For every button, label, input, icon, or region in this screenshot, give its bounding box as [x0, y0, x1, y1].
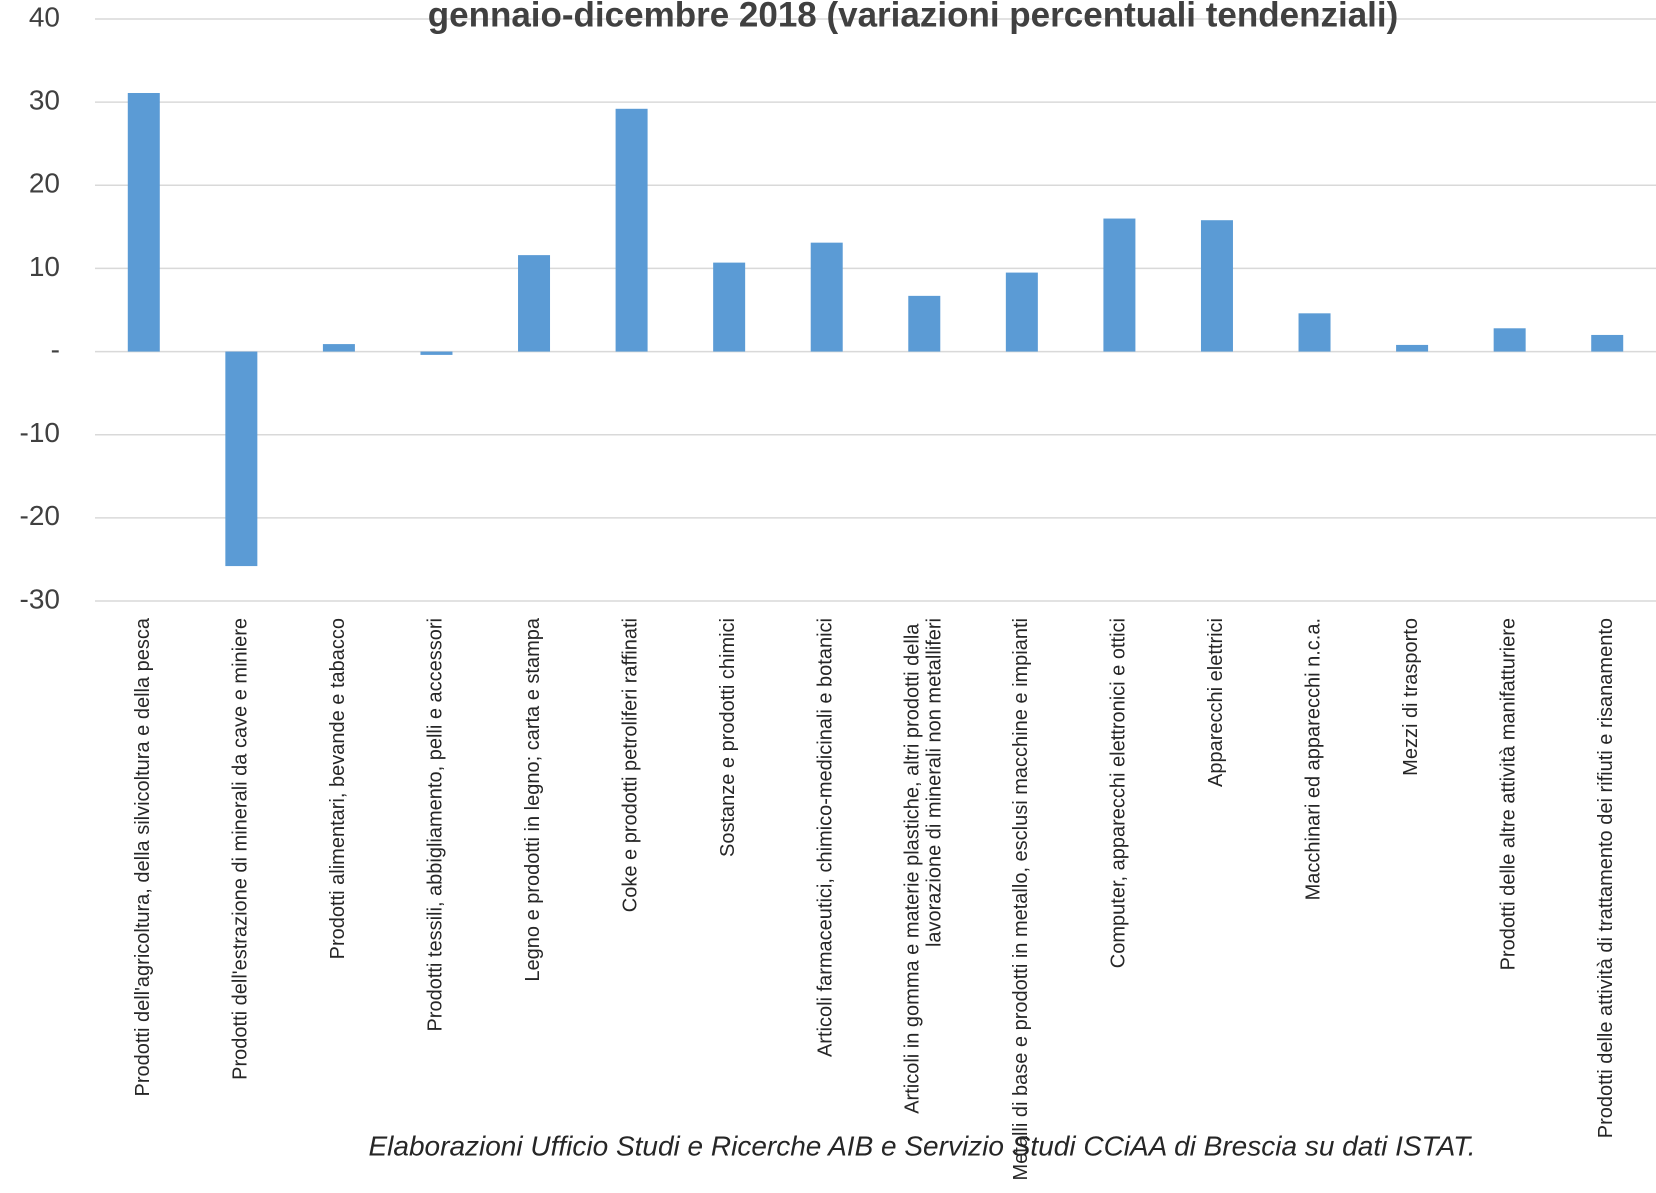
bar — [810, 242, 843, 352]
bar — [420, 351, 453, 355]
x-tick-label: Metalli di base e prodotti in metallo, e… — [1010, 618, 1032, 1181]
bar — [1396, 344, 1429, 352]
bar — [127, 92, 160, 352]
bar — [713, 262, 746, 352]
x-tick-label: Prodotti alimentari, bevande e tabacco — [327, 618, 349, 959]
x-tick-label: Sostanze e prodotti chimici — [717, 618, 739, 857]
x-tick-label: Prodotti dell'estrazione di minerali da … — [230, 618, 252, 1080]
y-tick-label: 30 — [29, 85, 60, 116]
bar — [1298, 313, 1331, 352]
y-tick-label: 40 — [29, 1, 60, 32]
y-tick-label: -10 — [20, 417, 60, 448]
x-tick-label: Mezzi di trasporto — [1400, 618, 1422, 776]
bar — [908, 295, 941, 352]
x-tick-label: Coke e prodotti petroliferi raffinati — [620, 618, 642, 912]
x-tick-label: Prodotti delle altre attività manifattur… — [1498, 618, 1520, 970]
bar — [322, 344, 355, 352]
x-tick-label: Articoli in gomma e materie plastiche, a… — [902, 618, 946, 1114]
x-tick-label: Articoli farmaceutici, chimico-medicinal… — [815, 618, 837, 1057]
x-tick-label: Apparecchi elettrici — [1205, 618, 1227, 787]
bar — [1005, 272, 1038, 352]
bar — [1591, 334, 1624, 352]
source-note: Elaborazioni Ufficio Studi e Ricerche AI… — [369, 1130, 1476, 1161]
bar — [1103, 218, 1136, 352]
x-tick-label: Legno e prodotti in legno; carta e stamp… — [522, 617, 544, 981]
y-tick-label: -30 — [20, 583, 60, 614]
x-tick-label: Prodotti dell'agricoltura, della silvico… — [132, 617, 154, 1096]
bar — [615, 108, 648, 352]
x-tick-label: Macchinari ed apparecchi n.c.a. — [1303, 618, 1325, 900]
bar — [225, 351, 258, 567]
y-tick-label: - — [51, 334, 60, 365]
y-tick-label: -20 — [20, 500, 60, 531]
y-tick-label: 20 — [29, 168, 60, 199]
x-tick-label: Prodotti tessili, abbigliamento, pelli e… — [425, 618, 447, 1032]
bar — [1493, 328, 1526, 352]
bar — [1200, 220, 1233, 352]
y-tick-label: 10 — [29, 251, 60, 282]
bar — [518, 255, 551, 352]
x-tick-label: Prodotti delle attività di trattamento d… — [1596, 618, 1618, 1138]
chart-title: gennaio-dicembre 2018 (variazioni percen… — [428, 0, 1399, 34]
x-tick-label: Computer, apparecchi elettronici e ottic… — [1108, 618, 1130, 968]
